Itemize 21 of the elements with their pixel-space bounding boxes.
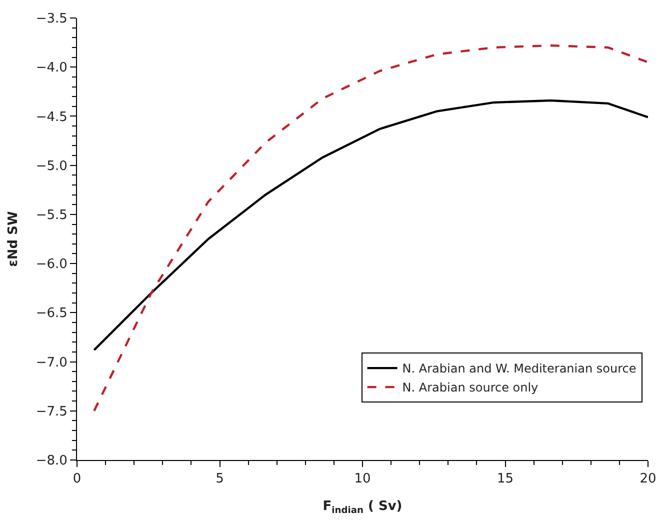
y-tick-label: −7.0: [36, 355, 68, 370]
y-tick-label: −4.0: [36, 60, 68, 76]
x-axis-title: F$_{indian}$ ( Sv): [322, 499, 402, 516]
x-tick-label: 20: [640, 472, 656, 487]
x-tick-label: 5: [216, 472, 224, 487]
x-tick-label: 0: [72, 472, 82, 487]
y-tick-label: −6.0: [36, 257, 68, 272]
line-series: [93, 99, 648, 352]
y-tick-label: −4.5: [36, 110, 68, 125]
x-tick-label: 15: [496, 472, 514, 487]
y-tick-label: −6.5: [36, 306, 68, 322]
line-series: [93, 44, 648, 412]
y-tick-label: −5.5: [36, 208, 68, 223]
y-tick-label: −7.5: [36, 404, 68, 420]
y-tick-label: −8.0: [36, 454, 68, 469]
legend-label: N. Arabian and W. Mediteranian source: [402, 362, 636, 376]
y-tick-label: −5.0: [36, 158, 68, 174]
legend-label: N. Arabian source only: [402, 380, 538, 395]
y-axis-title: εNd SW: [6, 211, 21, 267]
x-tick-label: 10: [354, 472, 371, 487]
y-tick-label: −3.5: [36, 12, 68, 27]
